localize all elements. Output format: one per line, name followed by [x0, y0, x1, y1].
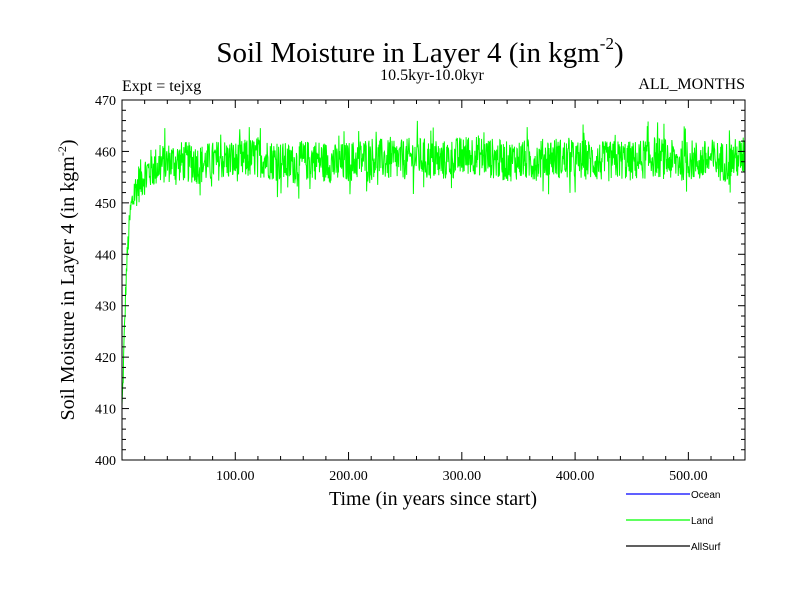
y-tick-label: 450 — [95, 197, 116, 212]
ylabel-superscript: -2 — [55, 146, 69, 156]
chart-title: Soil Moisture in Layer 4 (in kgm-2) — [216, 34, 623, 69]
y-axis-label: Soil Moisture in Layer 4 (in kgm-2) — [55, 139, 79, 420]
x-tick-label: 400.00 — [556, 469, 595, 484]
y-axis-ticks: 400 410 420 430 440 450 460 470 — [95, 94, 745, 469]
legend-label-allsurf: AllSurf — [691, 542, 721, 553]
series-group — [122, 120, 745, 406]
ylabel-main: Soil Moisture in Layer 4 (in kgm — [57, 156, 79, 421]
subtitle-center: 10.5kyr-10.0kyr — [380, 67, 484, 84]
legend-label-ocean: Ocean — [691, 490, 720, 501]
y-tick-label: 470 — [95, 94, 116, 109]
y-tick-label: 440 — [95, 248, 116, 263]
legend-label-land: Land — [691, 516, 713, 527]
x-tick-label: 300.00 — [443, 469, 482, 484]
y-tick-label: 460 — [95, 145, 116, 160]
y-tick-label: 410 — [95, 403, 116, 418]
x-tick-label: 200.00 — [329, 469, 368, 484]
y-tick-label: 400 — [95, 454, 116, 469]
ylabel-close: ) — [57, 139, 79, 146]
y-tick-label: 420 — [95, 351, 116, 366]
plot-frame — [121, 99, 746, 461]
y-tick-label: 430 — [95, 300, 116, 315]
legend: Ocean Land AllSurf — [626, 490, 721, 553]
x-axis-ticks: 100.00 200.00 300.00 400.00 500.00 — [144, 100, 735, 484]
title-superscript: -2 — [600, 34, 614, 53]
subtitle-right: ALL_MONTHS — [638, 76, 745, 93]
series-line-land — [122, 120, 745, 406]
title-main: Soil Moisture in Layer 4 (in kgm — [216, 37, 600, 69]
title-close: ) — [614, 37, 624, 69]
x-tick-label: 100.00 — [216, 469, 255, 484]
subtitle-left: Expt = tejxg — [122, 78, 201, 95]
x-tick-label: 500.00 — [669, 469, 708, 484]
x-axis-label: Time (in years since start) — [329, 488, 537, 510]
